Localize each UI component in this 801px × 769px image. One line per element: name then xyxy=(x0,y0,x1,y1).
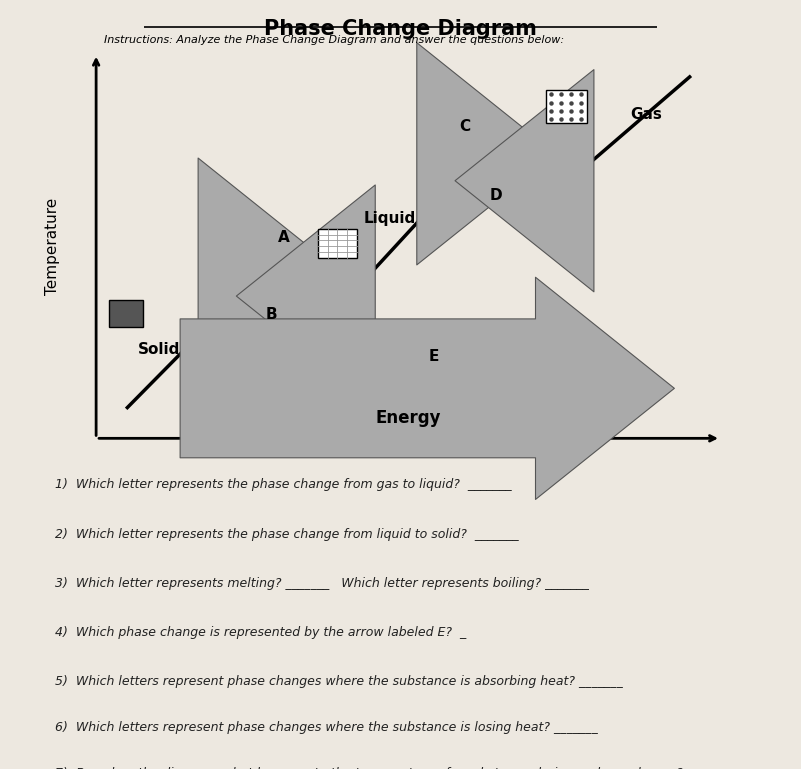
Text: E: E xyxy=(429,349,439,365)
Text: 5)  Which letters represent phase changes where the substance is absorbing heat?: 5) Which letters represent phase changes… xyxy=(54,675,622,688)
Text: 6)  Which letters represent phase changes where the substance is losing heat? __: 6) Which letters represent phase changes… xyxy=(54,721,598,734)
Text: D: D xyxy=(489,188,502,203)
Text: A: A xyxy=(278,230,289,245)
Text: 4)  Which phase change is represented by the arrow labeled E?  _: 4) Which phase change is represented by … xyxy=(54,626,466,639)
Text: Energy: Energy xyxy=(376,409,441,427)
Text: Liquid: Liquid xyxy=(364,211,416,226)
Text: 1)  Which letter represents the phase change from gas to liquid?  _______: 1) Which letter represents the phase cha… xyxy=(54,478,511,491)
Text: Phase Change Diagram: Phase Change Diagram xyxy=(264,19,537,39)
Text: B: B xyxy=(265,307,277,322)
Text: Instructions: Analyze the Phase Change Diagram and answer the questions below:: Instructions: Analyze the Phase Change D… xyxy=(104,35,564,45)
Text: C: C xyxy=(459,118,470,134)
Text: Gas: Gas xyxy=(630,107,662,122)
Text: Temperature: Temperature xyxy=(45,198,60,295)
Text: 3)  Which letter represents melting? _______   Which letter represents boiling? : 3) Which letter represents melting? ____… xyxy=(54,577,589,590)
FancyBboxPatch shape xyxy=(109,300,143,327)
FancyBboxPatch shape xyxy=(318,229,356,258)
FancyBboxPatch shape xyxy=(546,91,586,123)
Text: Solid: Solid xyxy=(138,341,179,357)
Text: 7)  Based on the diagram, what happens to the temperature of a substance during : 7) Based on the diagram, what happens to… xyxy=(54,767,682,769)
Text: 2)  Which letter represents the phase change from liquid to solid?  _______: 2) Which letter represents the phase cha… xyxy=(54,528,518,541)
